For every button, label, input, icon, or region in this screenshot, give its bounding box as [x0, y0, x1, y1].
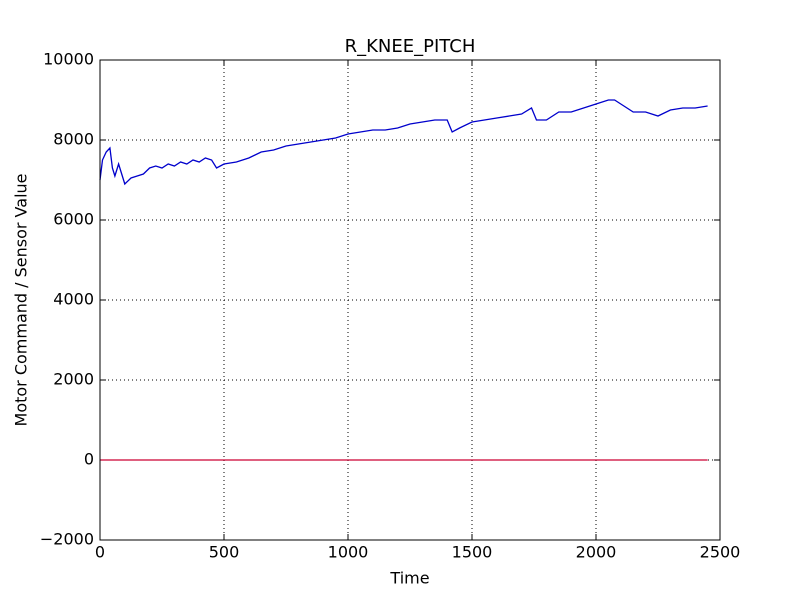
y-tick-label: 2000: [53, 370, 94, 389]
y-axis-label: Motor Command / Sensor Value: [12, 174, 31, 427]
x-tick-label: 500: [209, 543, 240, 562]
y-tick-label: 4000: [53, 290, 94, 309]
chart-title: R_KNEE_PITCH: [345, 36, 476, 57]
y-tick-label: 0: [84, 450, 94, 469]
x-tick-label: 1000: [328, 543, 369, 562]
y-tick-label: 10000: [43, 50, 94, 69]
x-tick-label: 1500: [452, 543, 493, 562]
x-tick-label: 2500: [700, 543, 741, 562]
data-line: [99, 99, 708, 186]
y-tick-label: 8000: [53, 130, 94, 149]
x-axis-label: Time: [389, 569, 429, 588]
y-tick-label: 6000: [53, 210, 94, 229]
x-tick-label: 2000: [576, 543, 617, 562]
plot-frame: [99, 59, 721, 541]
x-tick-label: 0: [95, 543, 105, 562]
y-tick-label: −2000: [40, 530, 94, 549]
